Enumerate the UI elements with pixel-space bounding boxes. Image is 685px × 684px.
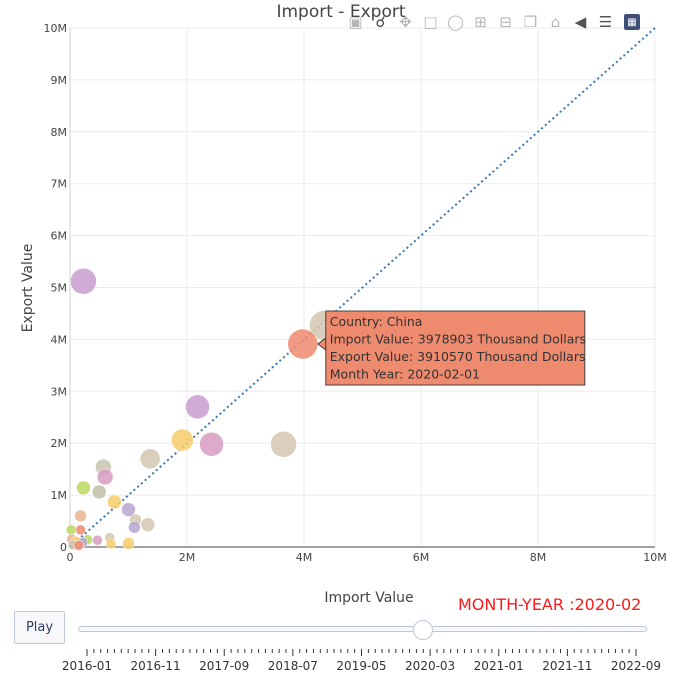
data-point bbox=[92, 484, 107, 500]
data-point bbox=[121, 502, 136, 517]
data-point bbox=[74, 509, 87, 523]
data-point bbox=[287, 328, 319, 360]
tooltip-line: Country: China bbox=[330, 314, 423, 329]
modebar: ▣ ☌ ✥ □ ◯ ⊞ ⊟ ❒ ⌂ ◀ ☰ ▦ bbox=[345, 12, 640, 32]
y-tick-label: 8M bbox=[51, 126, 68, 139]
compare-hover-icon[interactable]: ☰ bbox=[598, 13, 613, 31]
x-tick-label: 10M bbox=[643, 551, 667, 564]
slider-handle[interactable] bbox=[413, 620, 434, 640]
y-tick-label: 2M bbox=[51, 437, 68, 450]
zoom-out-icon[interactable]: ⊟ bbox=[499, 13, 512, 31]
y-axis-title: Export Value bbox=[20, 244, 36, 333]
month-year-label: MONTH-YEAR :2020-02 bbox=[458, 595, 642, 614]
y-tick-label: 5M bbox=[51, 282, 68, 295]
y-tick-label: 10M bbox=[44, 22, 68, 35]
data-point bbox=[107, 494, 122, 510]
data-point bbox=[199, 431, 224, 457]
pan-icon[interactable]: ✥ bbox=[399, 13, 412, 31]
play-button[interactable]: Play bbox=[14, 611, 65, 644]
x-tick-label: 4M bbox=[296, 551, 313, 564]
zoom-icon[interactable]: ☌ bbox=[375, 13, 386, 31]
data-point bbox=[140, 517, 156, 532]
x-axis-title: Import Value bbox=[324, 590, 413, 606]
lasso-icon[interactable]: ◯ bbox=[447, 13, 464, 31]
zoom-in-icon[interactable]: ⊞ bbox=[474, 13, 487, 31]
data-point bbox=[92, 535, 103, 546]
y-tick-label: 0 bbox=[60, 541, 67, 554]
data-point bbox=[185, 394, 210, 420]
plotly-logo-icon[interactable]: ▦ bbox=[624, 14, 640, 30]
y-tick-label: 4M bbox=[51, 333, 68, 346]
x-tick-label: 8M bbox=[530, 551, 547, 564]
x-tick-label: 2M bbox=[179, 551, 196, 564]
x-tick-label: 6M bbox=[413, 551, 430, 564]
y-tick-label: 3M bbox=[51, 385, 68, 398]
data-point bbox=[73, 540, 85, 551]
data-point bbox=[96, 468, 114, 486]
x-tick-label: 0 bbox=[67, 551, 74, 564]
autoscale-icon[interactable]: ❒ bbox=[523, 13, 538, 31]
box-select-icon[interactable]: □ bbox=[423, 13, 438, 31]
tooltip-box bbox=[325, 310, 586, 386]
y-tick-label: 6M bbox=[51, 230, 68, 243]
data-point bbox=[139, 448, 161, 470]
y-tick-label: 7M bbox=[51, 178, 68, 191]
data-point bbox=[70, 268, 97, 295]
y-tick-label: 1M bbox=[51, 489, 68, 502]
data-point bbox=[65, 524, 77, 536]
spike-lines-icon[interactable]: ◀ bbox=[574, 13, 587, 31]
tooltip-line: Month Year: 2020-02-01 bbox=[330, 367, 480, 382]
slider-track[interactable] bbox=[78, 626, 647, 632]
data-point bbox=[75, 524, 86, 536]
y-tick-label: 9M bbox=[51, 74, 68, 87]
data-point bbox=[76, 480, 91, 496]
data-point bbox=[270, 430, 297, 458]
home-icon[interactable]: ⌂ bbox=[550, 13, 561, 31]
data-point bbox=[171, 428, 194, 452]
camera-icon[interactable]: ▣ bbox=[348, 13, 363, 31]
tooltip-line: Import Value: 3978903 Thousand Dollars bbox=[330, 332, 586, 347]
chart-title: Import - Export bbox=[276, 2, 405, 22]
data-point bbox=[122, 537, 135, 550]
data-point bbox=[105, 538, 117, 550]
data-point bbox=[128, 521, 141, 534]
reference-line bbox=[69, 27, 656, 548]
tooltip-line: Export Value: 3910570 Thousand Dollars bbox=[330, 349, 586, 364]
